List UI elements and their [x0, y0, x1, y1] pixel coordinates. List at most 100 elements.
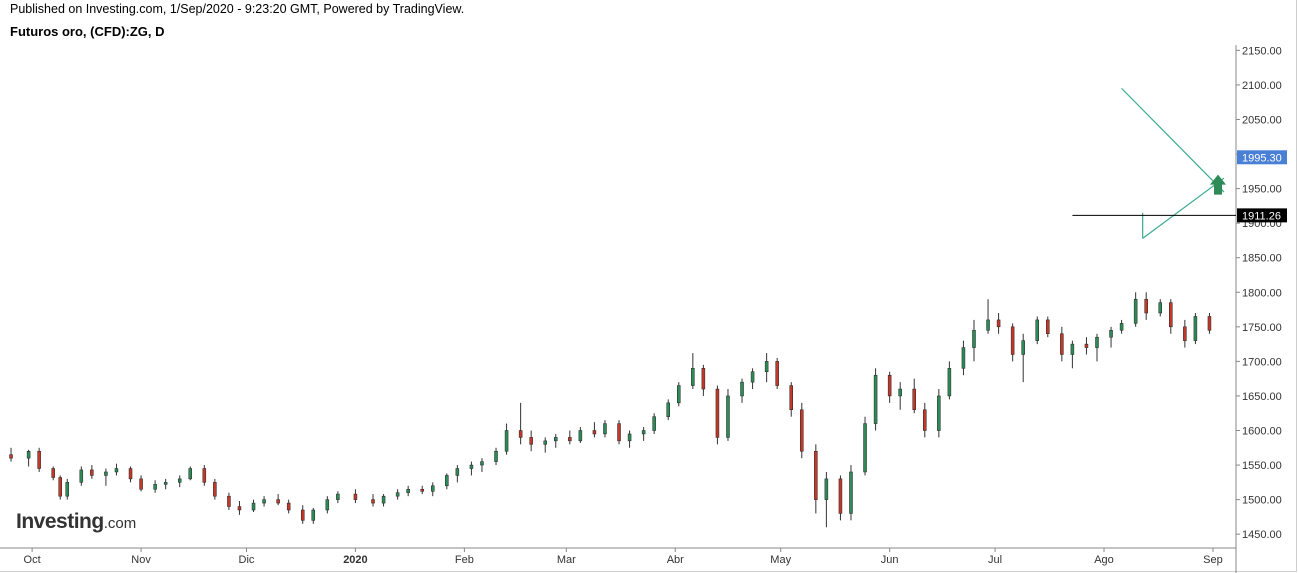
y-tick-label: 2150.00	[1242, 45, 1282, 57]
candle-down	[237, 506, 242, 511]
candle-up	[325, 499, 330, 511]
candle-up	[153, 484, 157, 490]
candle-up	[445, 475, 449, 487]
candle-up	[381, 495, 386, 504]
candle-up	[395, 492, 400, 497]
candle-up	[1070, 343, 1075, 355]
candle-up	[262, 499, 266, 504]
candle-down	[617, 423, 621, 442]
candle-down	[9, 454, 13, 459]
candle-down	[529, 437, 533, 445]
investing-logo: Investing.com	[16, 510, 136, 534]
candle-up	[873, 374, 878, 424]
candle-down	[420, 489, 424, 492]
candle-down	[139, 478, 143, 490]
candle-up	[177, 478, 182, 483]
lower-trendline	[1142, 177, 1225, 239]
candle-down	[37, 450, 41, 469]
candle-down	[923, 409, 927, 431]
candle-up	[251, 502, 256, 511]
candle-down	[912, 388, 916, 411]
price-badge-label: 1911.26	[1242, 210, 1281, 222]
y-tick-label: 1650.00	[1242, 391, 1282, 403]
candle-up	[750, 371, 755, 383]
candle-up	[898, 388, 902, 397]
candle-down	[701, 368, 706, 390]
candle-down	[814, 450, 818, 500]
y-tick-label: 1800.00	[1242, 287, 1282, 299]
candle-up	[740, 381, 744, 397]
y-tick-label: 1950.00	[1242, 184, 1282, 196]
candle-up	[65, 482, 70, 497]
candle-down	[775, 361, 779, 386]
candle-up	[1193, 316, 1198, 341]
candle-down	[715, 388, 720, 438]
candle-up	[543, 440, 547, 445]
candle-down	[227, 495, 231, 507]
candle-down	[1010, 326, 1015, 355]
candle-up	[188, 468, 193, 480]
candle-up	[336, 493, 340, 500]
last-price-badge	[1237, 150, 1287, 165]
candle-down	[518, 430, 523, 438]
candle-down	[90, 469, 94, 476]
y-tick-label: 1450.00	[1242, 529, 1282, 541]
candle-down	[286, 502, 291, 511]
x-month-label: 2020	[343, 554, 367, 566]
y-tick-label: 1750.00	[1242, 322, 1282, 334]
level-price-badge	[1237, 208, 1287, 223]
y-tick-label: 1850.00	[1242, 253, 1282, 265]
x-month-label: Ago	[1094, 554, 1114, 566]
y-tick-label: 2100.00	[1242, 80, 1282, 92]
candle-down	[128, 468, 133, 480]
candle-up	[455, 468, 460, 476]
y-tick-label: 1550.00	[1242, 460, 1282, 472]
candle-down	[353, 493, 358, 500]
candle-down	[1084, 343, 1089, 348]
candle-down	[800, 409, 804, 452]
y-tick-label: 1700.00	[1242, 356, 1282, 368]
candle-up	[1021, 340, 1025, 355]
candle-up	[1119, 323, 1124, 331]
candle-up	[677, 385, 681, 404]
candle-down	[1207, 316, 1212, 331]
candle-up	[824, 478, 829, 500]
candle-up	[1158, 302, 1163, 314]
y-tick-label: 2050.00	[1242, 114, 1282, 126]
candle-up	[504, 430, 509, 452]
candle-up	[849, 471, 853, 514]
candle-up	[1095, 336, 1099, 348]
candle-down	[58, 477, 62, 497]
candle-down	[300, 509, 305, 521]
candle-up	[691, 368, 695, 386]
candle-down	[1060, 333, 1064, 355]
candle-up	[726, 395, 730, 438]
candle-down	[789, 385, 793, 411]
candle-up	[641, 430, 646, 435]
candle-up	[311, 509, 316, 521]
y-tick-label: 1600.00	[1242, 426, 1282, 438]
candle-up	[627, 433, 632, 442]
candle-up	[406, 489, 410, 493]
candle-up	[163, 482, 168, 485]
candle-up	[114, 468, 119, 473]
candle-up	[578, 430, 583, 442]
candle-up	[26, 450, 31, 459]
candle-down	[51, 468, 55, 478]
breakout-arrow-icon	[1210, 174, 1226, 195]
candle-down	[996, 319, 1001, 328]
candle-up	[104, 471, 108, 476]
candle-up	[666, 402, 670, 417]
candle-down	[568, 437, 572, 442]
x-month-label: Mar	[557, 554, 576, 566]
candle-up	[937, 395, 941, 431]
candle-down	[213, 482, 217, 497]
candle-down	[887, 374, 892, 397]
candle-down	[1046, 319, 1050, 334]
candle-up	[947, 368, 952, 397]
candle-up	[986, 319, 990, 331]
candle-up	[1133, 298, 1138, 324]
candle-down	[371, 499, 375, 504]
